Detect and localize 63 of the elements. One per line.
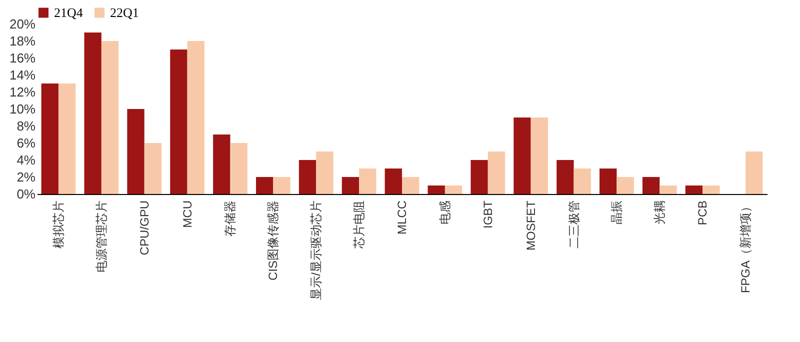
bar [230,143,248,194]
x-tick-label: 光耦 [652,200,667,224]
y-tick-label: 0% [16,186,36,202]
x-tick-label: MCU [180,200,194,228]
x-tick-label: 芯片电阻 [352,200,366,250]
legend-label: 21Q4 [54,4,84,20]
bar [84,32,102,194]
bar [402,177,420,194]
bar [213,134,230,194]
x-tick-label: IGBT [480,200,495,229]
bar [298,160,316,194]
y-tick-label: 14% [9,68,36,82]
bar [514,118,531,194]
bar [316,152,334,194]
bar [556,160,574,194]
y-tick-label: 10% [9,102,36,116]
bar [574,168,591,194]
bar [384,168,402,194]
x-tick-label: 存储器 [223,200,238,236]
x-tick-label: MOSFET [524,200,538,250]
bar [41,84,58,194]
bar [273,177,290,194]
x-tick-label: 晶振 [610,200,624,224]
bar [470,160,488,194]
bar [530,118,548,194]
bar [660,186,677,194]
y-tick-label: 6% [16,136,36,150]
bar [144,143,162,194]
bar [616,177,634,194]
bar [256,177,274,194]
bar [428,186,445,194]
legend-label: 22Q1 [110,4,139,20]
x-tick-label: CIS图像传感器 [266,200,280,281]
bar [685,186,703,194]
bar [127,109,144,194]
x-tick-label: 电感 [438,200,452,224]
x-tick-label: 二三极管 [566,200,581,248]
y-tick-label: 2% [16,170,36,184]
x-tick-label: 显示/显示驱动芯片 [309,200,324,300]
x-tick-label: MLCC [395,200,409,235]
bar [342,177,360,194]
bar [702,186,720,194]
bar [444,186,462,194]
x-tick-label: PCB [696,200,710,226]
y-tick-label: 16% [9,50,36,66]
y-tick-label: 8% [16,118,36,134]
x-tick-label: 模拟芯片 [51,200,66,248]
bar [642,177,660,194]
bar [488,152,506,194]
bar [170,50,188,194]
y-tick-label: 4% [16,152,36,168]
x-tick-label: 电源管理芯片 [94,200,108,272]
y-tick-label: 18% [9,34,36,48]
x-tick-label: FPGA（新增项） [738,200,753,294]
bar [187,41,204,194]
x-tick-label: CPU/GPU [137,200,152,256]
bar [746,152,763,194]
bar [359,168,376,194]
bar [58,84,76,194]
y-tick-label: 20% [9,16,36,32]
bar [101,41,119,194]
y-tick-label: 12% [9,84,36,100]
bar [600,168,617,194]
